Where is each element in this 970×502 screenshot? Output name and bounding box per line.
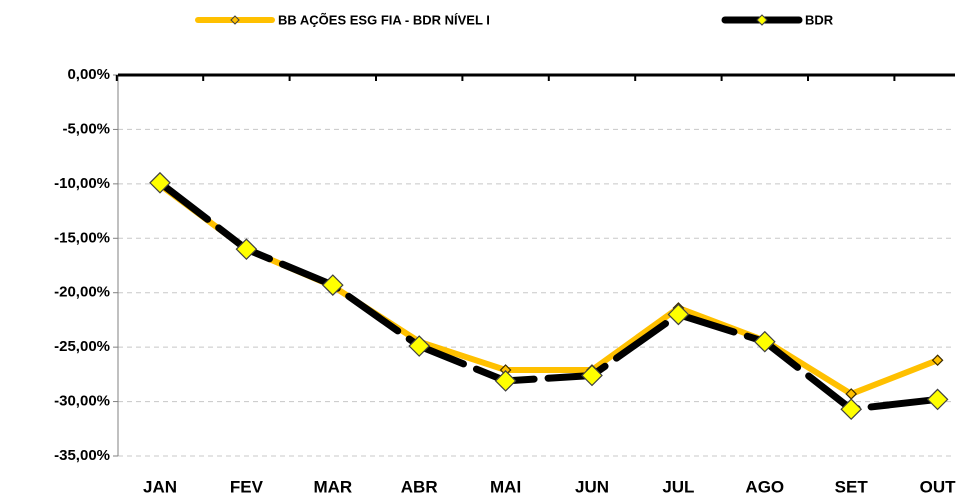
x-tick-label: OUT <box>920 477 957 496</box>
y-tick-label: 0,00% <box>67 66 110 83</box>
x-tick-label: SET <box>835 477 869 496</box>
marker <box>408 335 431 357</box>
marker <box>931 354 944 367</box>
legend-label: BB AÇÕES ESG FIA - BDR NÍVEL I <box>278 12 490 27</box>
x-tick-label: MAI <box>490 477 521 496</box>
x-tick-label: JUN <box>575 477 609 496</box>
y-tick-label: -20,00% <box>54 284 110 301</box>
legend-marker <box>230 15 240 25</box>
x-tick-label: MAR <box>313 477 352 496</box>
series-line <box>156 179 942 413</box>
marker <box>840 398 863 421</box>
y-tick-label: -10,00% <box>54 175 110 192</box>
series-line <box>157 181 941 397</box>
marker <box>149 171 171 194</box>
marker <box>235 238 258 261</box>
y-tick-label: -25,00% <box>54 338 110 355</box>
marker <box>753 330 776 353</box>
x-tick-label: ABR <box>401 477 438 496</box>
y-tick-label: -5,00% <box>62 120 110 137</box>
legend-marker <box>756 14 768 26</box>
y-tick-label: -35,00% <box>54 447 110 464</box>
y-tick-label: -30,00% <box>54 393 110 410</box>
x-tick-label: AGO <box>745 477 784 496</box>
x-tick-label: FEV <box>230 477 264 496</box>
marker <box>926 388 949 411</box>
x-tick-label: JUL <box>662 477 694 496</box>
marker <box>581 364 603 387</box>
legend-label: BDR <box>805 12 834 27</box>
y-tick-label: -15,00% <box>54 229 110 246</box>
marker <box>667 303 690 326</box>
x-tick-label: JAN <box>143 477 177 496</box>
marker <box>494 370 517 392</box>
marker <box>321 274 344 296</box>
